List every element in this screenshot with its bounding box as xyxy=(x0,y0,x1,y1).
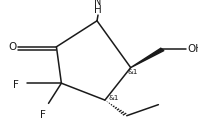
Text: OH: OH xyxy=(187,44,198,54)
Text: H: H xyxy=(94,5,102,15)
Text: F: F xyxy=(13,80,19,89)
Text: O: O xyxy=(9,42,17,52)
Text: F: F xyxy=(40,110,46,120)
Text: &1: &1 xyxy=(109,95,119,101)
Text: N: N xyxy=(94,0,102,7)
Text: &1: &1 xyxy=(128,69,138,75)
Polygon shape xyxy=(131,48,164,68)
